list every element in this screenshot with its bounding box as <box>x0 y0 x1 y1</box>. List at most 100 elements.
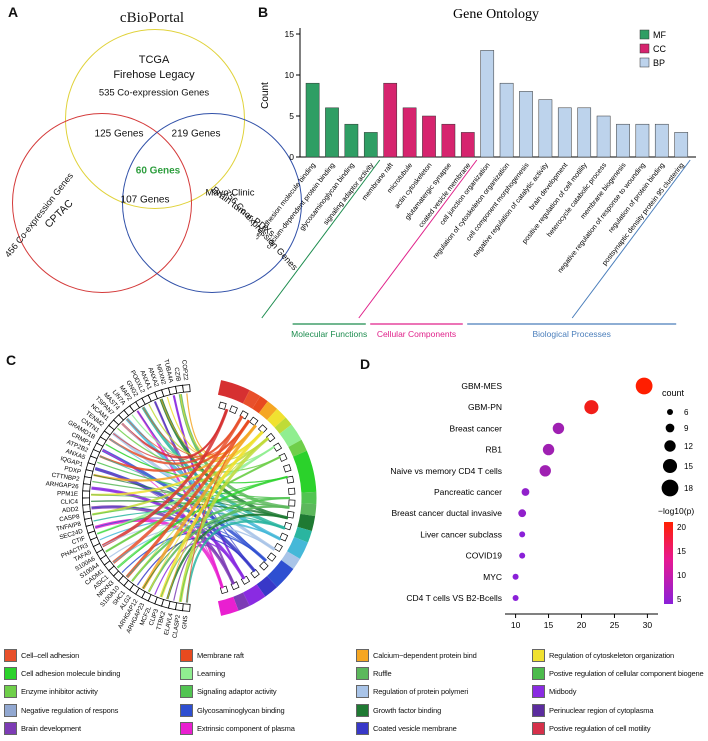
legend-item: Glycosaminoglycan binding <box>180 703 285 717</box>
legend-swatch <box>639 43 650 54</box>
dot <box>521 488 530 496</box>
color-legend-value: 20 <box>677 523 686 532</box>
chart-title: Gene Ontology <box>453 7 539 22</box>
legend-swatch <box>4 703 17 717</box>
legend-swatch <box>180 703 193 717</box>
category-label: Liver cancer subclass <box>420 529 502 539</box>
y-axis-label: Count <box>260 82 271 109</box>
term-tick-square <box>279 532 289 542</box>
group-name: Biological Processes <box>532 329 610 339</box>
legend-item: Enzyme inhibitor activity <box>4 685 98 699</box>
term-arc <box>288 439 307 457</box>
bar <box>441 123 456 158</box>
category-label: GBM-MES <box>461 381 502 391</box>
bar <box>635 123 650 158</box>
x-tick-label: 25 <box>610 620 620 630</box>
venn-overlap-tcga-cptac: 125 Genes <box>94 128 144 140</box>
venn-title: cBioPortal <box>119 10 185 26</box>
color-legend-value: 5 <box>677 595 682 604</box>
gene-label: PDXP <box>64 465 82 476</box>
legend-label: MF <box>653 30 666 40</box>
gene-label: CTIF <box>71 535 87 546</box>
chord <box>179 497 291 602</box>
dot <box>539 465 551 477</box>
term-arc <box>300 503 317 517</box>
dot <box>519 552 526 559</box>
legend-swatch <box>4 722 17 736</box>
legend-label: Perinuclear region of cytoplasma <box>549 705 654 715</box>
y-tick-label: 5 <box>289 111 294 121</box>
legend-swatch <box>356 722 369 736</box>
legend-item: Coated vesicle membrane <box>356 722 457 736</box>
legend-label: Learning <box>197 668 225 678</box>
term-tick-square <box>288 487 296 495</box>
bar <box>538 99 553 158</box>
venn-tcga-name-1: TCGA <box>138 54 170 66</box>
legend-item: Regulation of cytoskeleton organization <box>532 648 674 662</box>
go-term-legend: Cell–cell adhesion Cell adhesion molecule… <box>4 648 706 740</box>
venn-circle-mayo <box>122 113 302 293</box>
bar <box>616 123 630 158</box>
term-arc <box>266 560 294 588</box>
legend-item: Perinuclear region of cytoplasma <box>532 703 654 717</box>
term-tick-square <box>288 499 296 507</box>
term-tick-square <box>266 552 277 562</box>
category-label: RB1 <box>485 445 502 455</box>
gene-label: CLASP2 <box>171 614 182 639</box>
term-tick-square <box>286 510 295 519</box>
legend-label: Growth factor binding <box>373 705 442 715</box>
legend-item: Cell adhesion molecule binding <box>4 666 120 680</box>
legend-item: Growth factor binding <box>356 703 441 717</box>
legend-label: Enzyme inhibitor activity <box>21 687 98 697</box>
term-tick-square <box>283 464 292 473</box>
size-legend-dot <box>667 409 673 415</box>
legend-swatch <box>180 685 193 699</box>
term-arc <box>266 408 286 428</box>
dot <box>584 400 599 415</box>
gene-square <box>82 483 91 492</box>
legend-swatch <box>180 722 193 736</box>
legend-label: Midbody <box>549 687 577 697</box>
size-legend-value: 15 <box>684 462 693 471</box>
x-tick-label: 30 <box>643 620 653 630</box>
legend-label: Negative regulation of respons <box>21 705 119 715</box>
size-legend-title: count <box>662 388 685 398</box>
legend-label: Coated vesicle membrane <box>373 724 457 734</box>
enrichment-dot-plot: 10 15 20 25 30 GBM-MES GBM-PN Breast cancer RB1 N… <box>390 377 694 630</box>
gene-label: CZIB <box>173 367 182 382</box>
legend-swatch <box>4 666 17 680</box>
size-legend-dot <box>661 479 679 497</box>
bar <box>674 132 689 158</box>
gene-label: CLIC4 <box>60 498 78 506</box>
bar <box>460 132 475 158</box>
gene-label: CTTNBP2 <box>51 472 80 483</box>
dot <box>519 531 526 538</box>
term-tick-square <box>259 561 269 571</box>
legend-item: Postive regulation of cellular component… <box>532 666 704 680</box>
term-arc <box>258 401 278 421</box>
venn-mayo-name-1: Mayo Clinic <box>205 187 255 199</box>
group-name: Molecular Functions <box>291 329 367 339</box>
legend-swatch <box>532 648 545 662</box>
panel-c-label: C <box>6 352 17 368</box>
gene-square <box>182 603 191 612</box>
chord <box>105 456 281 553</box>
term-arc <box>242 390 261 409</box>
size-legend-value: 12 <box>684 442 693 451</box>
term-arc <box>256 575 278 597</box>
gene-square <box>82 490 91 499</box>
chord <box>92 437 270 516</box>
legend-swatch <box>356 666 369 680</box>
gene-label: ARHGAP26 <box>45 480 79 490</box>
legend-label: Calcium−dependent protein bind <box>373 650 477 660</box>
venn-tcga-name-2: Firehose Legacy <box>113 69 195 81</box>
term-tick-square <box>257 424 268 434</box>
size-legend-value: 18 <box>684 484 693 493</box>
legend-swatch <box>356 703 369 717</box>
legend-label: Glycosaminoglycan binding <box>197 705 285 715</box>
chord <box>101 408 229 548</box>
legend-item: Calcium−dependent protein bind <box>356 648 477 662</box>
term-tick-square <box>249 416 259 427</box>
